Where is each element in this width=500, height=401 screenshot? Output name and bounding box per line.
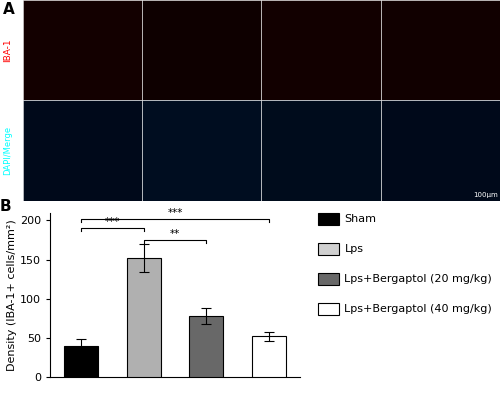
Text: Sham: Sham [344, 214, 376, 223]
Text: ***: *** [105, 217, 120, 227]
Text: IBA-1: IBA-1 [4, 38, 13, 62]
Text: Lps: Lps [344, 244, 364, 253]
Text: Lps+Bergaptol (40 mg/kg): Lps+Bergaptol (40 mg/kg) [344, 304, 492, 314]
Text: 100μm: 100μm [473, 192, 498, 198]
Bar [252, 336, 286, 377]
Text: **: ** [170, 229, 180, 239]
Text: Lps+Bergaptol (20 mg/kg): Lps+Bergaptol (20 mg/kg) [344, 274, 492, 284]
Text: DAPI/Merge: DAPI/Merge [4, 126, 13, 175]
Text: B: B [0, 199, 12, 215]
Text: A: A [2, 2, 14, 17]
Bar [189, 316, 224, 377]
Bar [64, 346, 98, 377]
Text: ***: *** [168, 208, 182, 218]
Bar [126, 258, 161, 377]
Y-axis label: Density (IBA-1+ cells/mm²): Density (IBA-1+ cells/mm²) [7, 219, 17, 371]
